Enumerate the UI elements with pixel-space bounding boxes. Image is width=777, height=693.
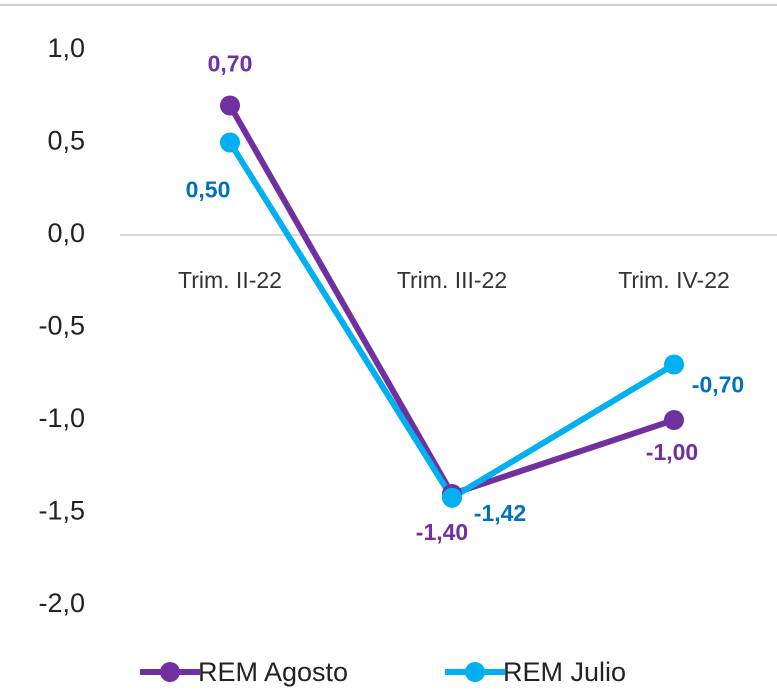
x-tick-label: Trim. III-22 bbox=[397, 267, 507, 293]
y-tick-label: -2,0 bbox=[38, 588, 85, 618]
y-tick-label: -0,5 bbox=[38, 311, 85, 341]
x-tick-label: Trim. II-22 bbox=[178, 267, 282, 293]
marker bbox=[220, 95, 240, 116]
marker bbox=[442, 487, 462, 508]
data-label: -1,40 bbox=[416, 519, 468, 545]
data-label: 0,50 bbox=[186, 177, 231, 203]
legend-label: REM Julio bbox=[503, 657, 626, 687]
data-label: -1,42 bbox=[474, 500, 526, 526]
y-tick-label: 1,0 bbox=[47, 33, 85, 63]
marker bbox=[220, 132, 240, 153]
y-tick-label: 0,0 bbox=[47, 218, 85, 248]
y-tick-label: -1,0 bbox=[38, 403, 85, 433]
y-tick-label: 0,5 bbox=[47, 126, 85, 156]
data-label: -0,70 bbox=[692, 372, 744, 398]
legend-label: REM Agosto bbox=[198, 657, 348, 687]
data-label: 0,70 bbox=[208, 51, 253, 77]
marker bbox=[664, 354, 684, 375]
legend-marker bbox=[465, 662, 485, 682]
data-label: -1,00 bbox=[646, 439, 698, 465]
marker bbox=[664, 410, 684, 430]
y-tick-label: -1,5 bbox=[38, 496, 85, 526]
x-tick-label: Trim. IV-22 bbox=[618, 267, 730, 293]
legend-marker bbox=[160, 662, 180, 682]
